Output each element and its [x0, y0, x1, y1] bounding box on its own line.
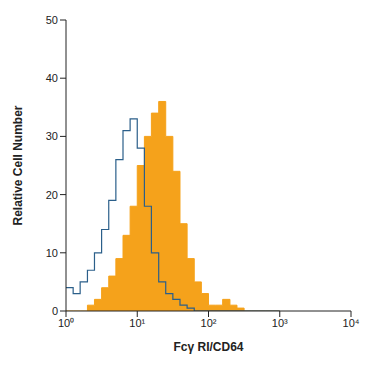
svg-text:50: 50	[46, 14, 58, 26]
svg-text:10: 10	[46, 247, 58, 259]
svg-text:Relative Cell Number: Relative Cell Number	[11, 105, 25, 225]
svg-text:10¹: 10¹	[129, 317, 145, 329]
svg-text:30: 30	[46, 130, 58, 142]
svg-text:10³: 10³	[272, 317, 288, 329]
svg-text:10⁰: 10⁰	[58, 317, 74, 329]
svg-text:40: 40	[46, 72, 58, 84]
svg-text:Fcγ RI/CD64: Fcγ RI/CD64	[173, 340, 243, 354]
svg-text:20: 20	[46, 189, 58, 201]
svg-text:10⁴: 10⁴	[343, 317, 360, 329]
svg-text:10²: 10²	[201, 317, 217, 329]
svg-text:0: 0	[52, 305, 58, 317]
